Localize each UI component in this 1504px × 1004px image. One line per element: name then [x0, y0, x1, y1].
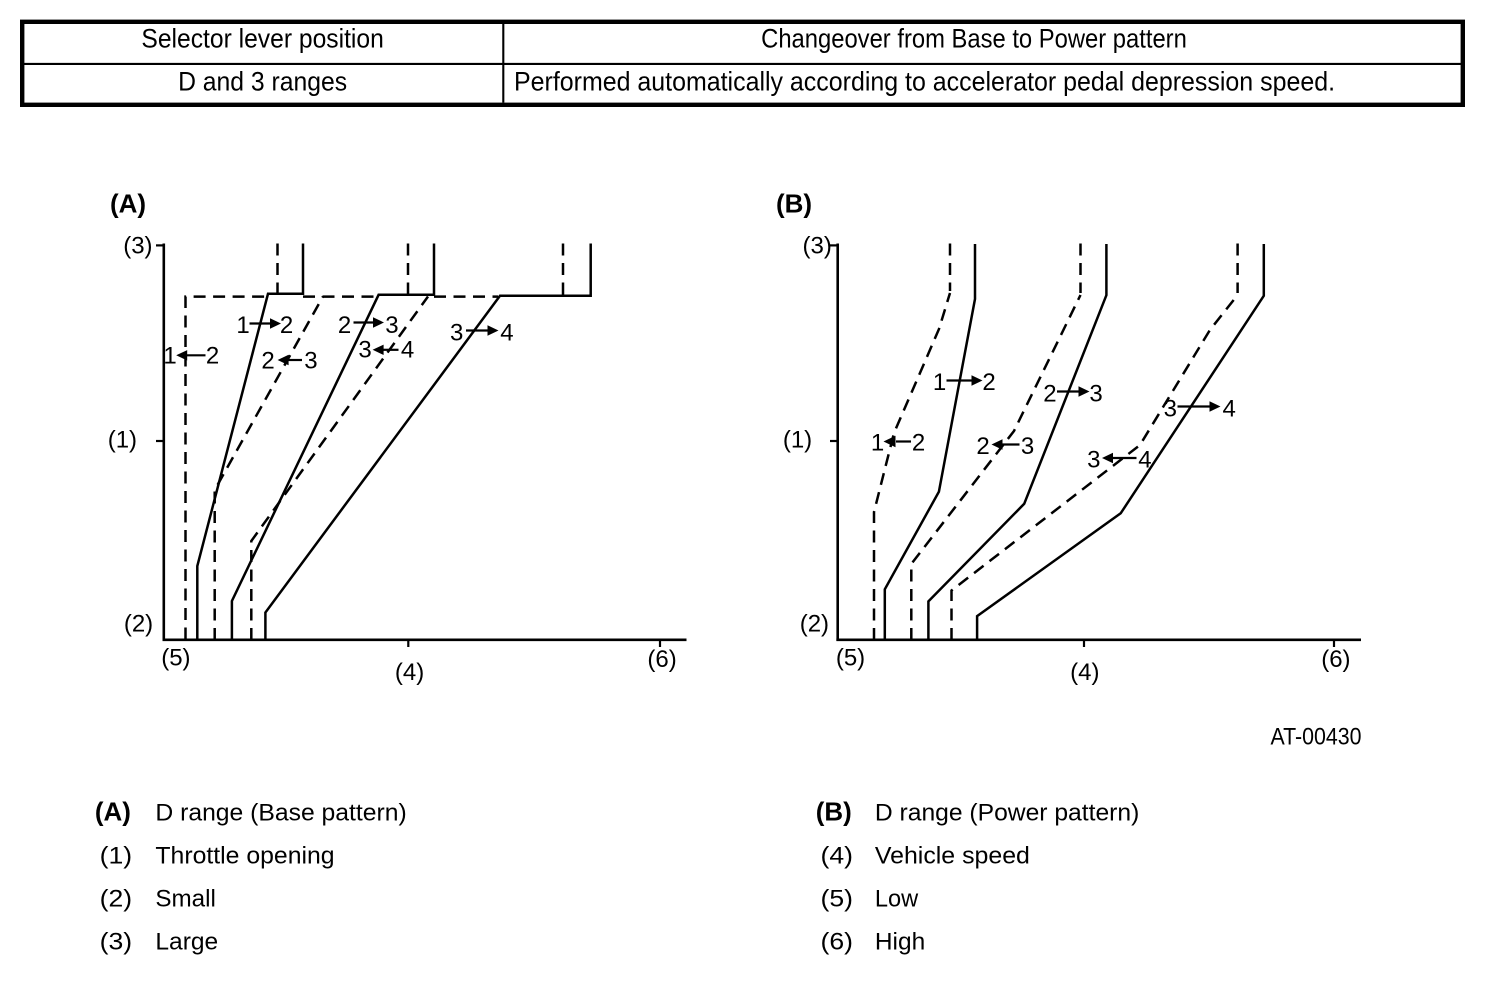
svg-text:3: 3	[1087, 447, 1100, 474]
svg-text:(B): (B)	[776, 189, 812, 219]
svg-text:(2): (2)	[800, 610, 829, 637]
svg-text:(6): (6)	[647, 646, 676, 673]
svg-text:(3): (3)	[100, 929, 133, 956]
svg-text:Small: Small	[155, 886, 216, 913]
svg-text:2: 2	[912, 430, 925, 457]
svg-text:Changeover from Base to Power: Changeover from Base to Power pattern	[761, 24, 1187, 54]
svg-text:3: 3	[450, 320, 463, 347]
svg-text:2: 2	[1043, 381, 1056, 408]
svg-text:(6): (6)	[821, 929, 854, 956]
svg-text:D and 3 ranges: D and 3 ranges	[178, 67, 347, 97]
svg-text:1: 1	[871, 430, 884, 457]
svg-text:(1): (1)	[108, 427, 137, 454]
svg-text:High: High	[875, 929, 925, 956]
svg-text:(A): (A)	[110, 189, 146, 219]
svg-text:1: 1	[933, 369, 946, 396]
svg-text:(3): (3)	[123, 233, 152, 260]
svg-text:D range (Base pattern): D range (Base pattern)	[155, 800, 406, 827]
svg-text:(5): (5)	[821, 886, 854, 913]
svg-text:Performed automatically accord: Performed automatically according to acc…	[514, 67, 1335, 97]
svg-text:4: 4	[1138, 447, 1151, 474]
svg-text:Throttle opening: Throttle opening	[155, 843, 334, 870]
svg-text:(1): (1)	[100, 843, 133, 870]
svg-text:(4): (4)	[395, 659, 424, 686]
svg-text:(B): (B)	[816, 797, 852, 827]
svg-text:(1): (1)	[783, 427, 812, 454]
svg-text:(5): (5)	[836, 644, 865, 671]
svg-text:(A): (A)	[95, 797, 131, 827]
svg-text:2: 2	[280, 312, 293, 339]
svg-text:Low: Low	[875, 886, 919, 913]
svg-text:1: 1	[163, 343, 176, 370]
svg-text:(2): (2)	[124, 610, 153, 637]
svg-text:2: 2	[206, 343, 219, 370]
svg-text:3: 3	[385, 312, 398, 339]
svg-text:(3): (3)	[803, 233, 832, 260]
svg-text:3: 3	[1021, 433, 1034, 460]
svg-text:2: 2	[982, 369, 995, 396]
svg-text:(6): (6)	[1321, 646, 1350, 673]
svg-text:AT-00430: AT-00430	[1271, 724, 1362, 751]
svg-text:(4): (4)	[1070, 659, 1099, 686]
svg-text:(5): (5)	[161, 644, 190, 671]
svg-text:2: 2	[338, 312, 351, 339]
svg-text:3: 3	[1089, 381, 1102, 408]
svg-text:2: 2	[976, 433, 989, 460]
svg-text:4: 4	[1223, 396, 1236, 423]
svg-text:Selector lever position: Selector lever position	[141, 24, 383, 54]
svg-text:4: 4	[401, 337, 414, 364]
svg-text:3: 3	[358, 337, 371, 364]
svg-text:Vehicle speed: Vehicle speed	[875, 843, 1030, 870]
svg-text:(2): (2)	[100, 886, 133, 913]
svg-text:1: 1	[236, 312, 249, 339]
svg-text:(4): (4)	[821, 843, 854, 870]
svg-text:3: 3	[1164, 396, 1177, 423]
svg-text:3: 3	[304, 347, 317, 374]
svg-text:4: 4	[500, 320, 513, 347]
svg-text:Large: Large	[155, 929, 218, 956]
svg-text:D range (Power pattern): D range (Power pattern)	[875, 800, 1139, 827]
svg-text:2: 2	[261, 347, 274, 374]
